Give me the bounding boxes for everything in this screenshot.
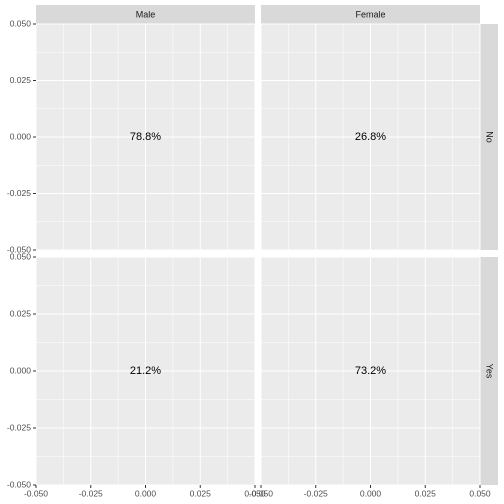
- y-tick-label: 0.000: [10, 365, 32, 375]
- data-label: 73.2%: [355, 365, 386, 377]
- strip-label: Male: [136, 9, 156, 19]
- y-tick-label: -0.025: [7, 188, 31, 198]
- data-label: 21.2%: [130, 365, 161, 377]
- strip: [480, 257, 498, 485]
- x-tick-label: 0.050: [244, 488, 266, 498]
- y-tick-label: 0.000: [10, 131, 32, 141]
- x-tick-label: -0.025: [304, 488, 328, 498]
- y-tick-label: 0.050: [10, 251, 32, 261]
- x-tick-label: -0.050: [249, 488, 273, 498]
- x-tick-label: -0.050: [24, 488, 48, 498]
- y-tick-label: -0.050: [7, 479, 31, 489]
- x-tick-label: -0.025: [79, 488, 103, 498]
- x-tick-label: 0.025: [415, 488, 437, 498]
- strip-label: No: [485, 131, 495, 143]
- x-tick-label: 0.000: [135, 488, 157, 498]
- y-tick-label: 0.025: [10, 75, 32, 85]
- strip: [480, 24, 498, 250]
- x-tick-label: 0.000: [360, 488, 382, 498]
- strip: [36, 5, 255, 24]
- data-label: 26.8%: [355, 131, 386, 143]
- x-tick-label: 0.050: [469, 488, 491, 498]
- y-tick-label: -0.025: [7, 422, 31, 432]
- strip: [261, 5, 480, 24]
- data-label: 78.8%: [130, 131, 161, 143]
- strip-label: Female: [355, 9, 385, 19]
- strip-label: Yes: [485, 364, 495, 379]
- y-tick-label: 0.050: [10, 18, 32, 28]
- y-tick-label: -0.050: [7, 244, 31, 254]
- x-tick-label: 0.025: [190, 488, 212, 498]
- y-tick-label: 0.025: [10, 308, 32, 318]
